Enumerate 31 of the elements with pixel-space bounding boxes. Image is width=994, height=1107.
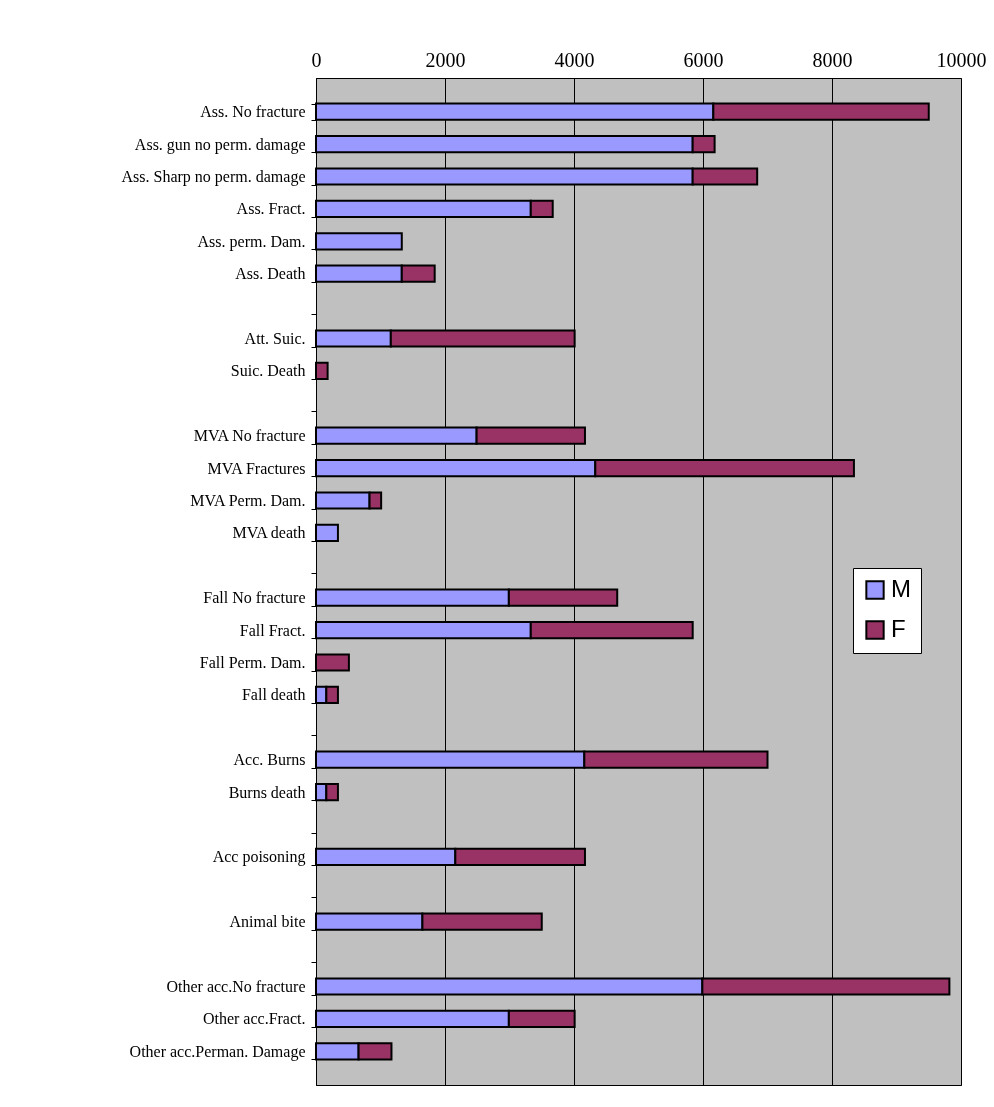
y-tick-label: Ass. No fracture [200,103,306,121]
y-tick-label: Other acc.No fracture [166,978,306,995]
y-tick-label: Ass. gun no perm. damage [134,135,306,154]
y-tick-label: MVA Fractures [207,459,306,477]
x-tick-label: 4000 [554,48,595,71]
y-tick-label: Acc. Burns [233,751,306,769]
y-tick-label: Other acc.Perman. Damage [129,1042,306,1061]
x-tick-label: 6000 [683,48,724,71]
x-tick-label: 0 [311,48,322,71]
legend-label: M [891,575,911,602]
y-tick-label: Fall No fracture [203,589,306,607]
y-tick-label: Ass. Death [235,265,306,283]
y-tick-label: Suic. Death [230,362,306,380]
y-tick-label: Animal bite [229,913,306,931]
x-tick-label: 10000 [936,48,987,71]
y-tick-label: MVA Perm. Dam. [190,492,306,509]
y-tick-label: Att. Suic. [244,330,306,347]
y-tick-label: MVA death [232,524,306,542]
x-tick-label: 8000 [812,48,853,71]
y-tick-label: Burns death [228,783,306,801]
y-tick-label: Fall death [241,686,306,704]
y-tick-label: MVA No fracture [193,427,306,445]
x-tick-label: 2000 [425,48,466,71]
y-tick-label: Fall Fract. [239,621,306,639]
y-tick-label: Ass. Fract. [236,200,306,218]
y-tick-label: Ass. perm. Dam. [197,232,306,251]
y-tick-label: Ass. Sharp no perm. damage [121,168,306,186]
y-tick-label: Other acc.Fract. [202,1010,306,1028]
legend-label: F [891,615,906,642]
y-tick-label: Acc poisoning [212,848,306,867]
y-tick-label: Fall Perm. Dam. [199,654,306,671]
